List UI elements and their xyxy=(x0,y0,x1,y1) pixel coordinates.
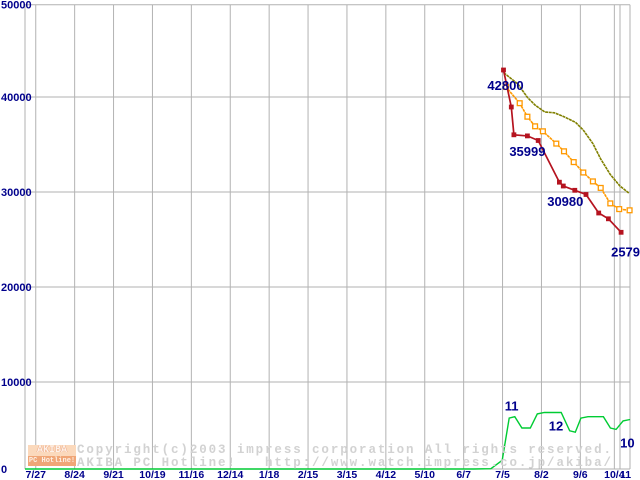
svg-text:20000: 20000 xyxy=(1,282,32,294)
svg-text:3/15: 3/15 xyxy=(337,469,358,480)
svg-text:7/5: 7/5 xyxy=(495,469,510,480)
svg-text:8/24: 8/24 xyxy=(64,469,85,480)
svg-text:12/14: 12/14 xyxy=(217,469,243,480)
svg-text:40000: 40000 xyxy=(1,92,32,104)
svg-text:35999: 35999 xyxy=(509,144,545,159)
svg-text:5/10: 5/10 xyxy=(415,469,436,480)
svg-text:0: 0 xyxy=(1,464,7,476)
svg-text:10000: 10000 xyxy=(1,377,32,389)
svg-text:10: 10 xyxy=(620,435,634,450)
svg-text:25799: 25799 xyxy=(611,244,640,259)
svg-text:30000: 30000 xyxy=(1,187,32,199)
svg-text:1/18: 1/18 xyxy=(259,469,280,480)
svg-text:7/27: 7/27 xyxy=(26,469,47,480)
svg-text:11: 11 xyxy=(620,469,631,480)
svg-text:10/19: 10/19 xyxy=(139,469,165,480)
svg-text:11/16: 11/16 xyxy=(178,469,204,480)
svg-text:11: 11 xyxy=(505,399,519,414)
svg-text:4/12: 4/12 xyxy=(376,469,397,480)
svg-text:8/2: 8/2 xyxy=(534,469,549,480)
svg-text:42800: 42800 xyxy=(487,78,523,93)
svg-text:9/6: 9/6 xyxy=(573,469,588,480)
svg-text:12: 12 xyxy=(549,419,563,434)
svg-text:2/15: 2/15 xyxy=(298,469,319,480)
svg-text:6/7: 6/7 xyxy=(456,469,471,480)
svg-text:30980: 30980 xyxy=(547,194,583,209)
svg-text:9/21: 9/21 xyxy=(103,469,124,480)
svg-text:50000: 50000 xyxy=(1,0,32,12)
